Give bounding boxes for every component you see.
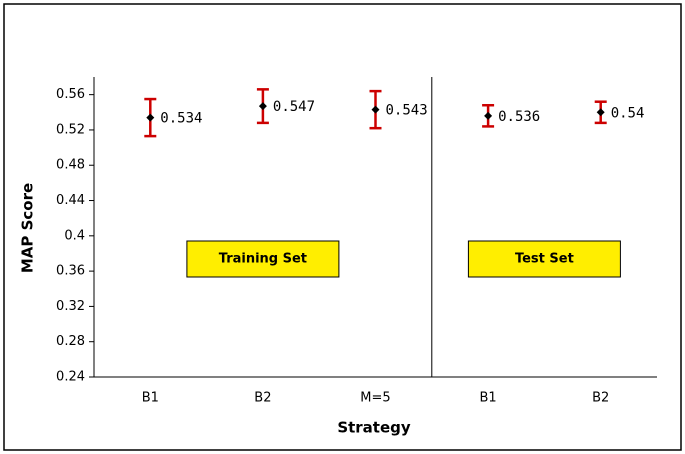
value-label: 0.534 xyxy=(160,111,202,127)
frame xyxy=(3,3,682,451)
point xyxy=(371,105,380,114)
point xyxy=(596,108,605,117)
annotation: Training Set xyxy=(219,252,307,267)
point xyxy=(484,111,493,120)
annotation: Test Set xyxy=(515,252,574,267)
y-tick-label: 0.48 xyxy=(56,158,85,173)
point xyxy=(146,113,155,122)
y-tick-label: 0.32 xyxy=(56,299,85,314)
x-tick-label: B1 xyxy=(479,391,496,406)
y-tick-label: 0.56 xyxy=(56,87,85,102)
annotation-box xyxy=(186,240,340,278)
x-tick-label: B1 xyxy=(142,391,159,406)
x-axis-label: Strategy xyxy=(337,419,411,437)
value-label: 0.543 xyxy=(386,103,428,119)
x-tick-label: B2 xyxy=(254,391,271,406)
value-label: 0.547 xyxy=(273,99,315,115)
x-tick-label: B2 xyxy=(592,391,609,406)
annotation-box xyxy=(467,240,621,278)
y-tick-label: 0.52 xyxy=(56,122,85,137)
value-label: 0.54 xyxy=(611,105,645,121)
point xyxy=(258,102,267,111)
y-tick-label: 0.28 xyxy=(56,334,85,349)
x-tick-label: M=5 xyxy=(360,391,390,406)
y-tick-label: 0.44 xyxy=(56,193,85,208)
y-tick-label: 0.36 xyxy=(56,264,85,279)
y-tick-label: 0.24 xyxy=(56,370,85,385)
value-label: 0.536 xyxy=(498,109,540,125)
y-axis-label: MAP Score xyxy=(19,183,37,273)
y-tick-label: 0.4 xyxy=(64,228,85,243)
